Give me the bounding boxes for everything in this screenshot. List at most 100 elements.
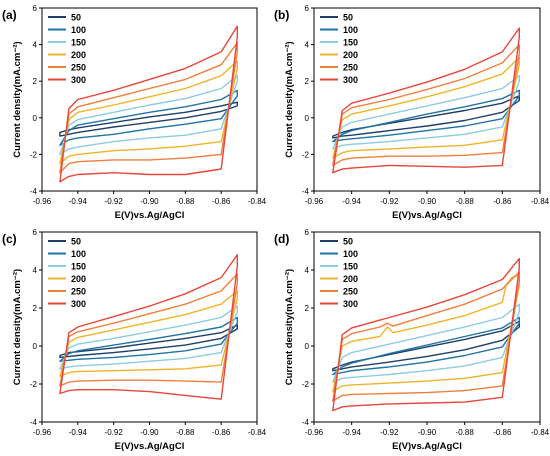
legend-label: 100 [343, 249, 358, 259]
y-tick-label: -4 [302, 418, 310, 427]
cv-curve-200 [59, 290, 238, 378]
legend-label: 200 [343, 274, 358, 284]
y-tick-label: -2 [302, 380, 310, 389]
cv-curve-100 [332, 89, 520, 143]
y-tick-label: 0 [305, 114, 310, 123]
x-tick-label: -0.90 [140, 197, 159, 206]
x-tick-label: -0.84 [531, 428, 550, 437]
cv-curve-50 [332, 95, 520, 139]
y-tick-label: 4 [305, 266, 310, 275]
cv-panel-3: -0.96 -0.94 -0.92 -0.90 -0.88 -0.86 -0.84 -4 -2 0… [274, 228, 550, 452]
x-axis-label: E(V)vs.Ag/AgCl [392, 210, 462, 221]
x-tick-label: -0.86 [212, 428, 231, 437]
cv-curve-300 [59, 254, 238, 400]
x-tick-label: -0.94 [69, 428, 88, 437]
legend: 50 100 150 200 250 300 [320, 13, 358, 85]
y-tick-label: 2 [33, 304, 38, 313]
cv-panel-1: -0.96 -0.94 -0.92 -0.90 -0.88 -0.86 -0.84 -4 -2 0… [274, 4, 550, 221]
x-tick-label: -0.92 [105, 428, 124, 437]
y-tick-label: 4 [33, 41, 38, 50]
x-tick-label: -0.96 [305, 428, 324, 437]
y-tick-label: 0 [305, 342, 310, 351]
plot-frame [41, 7, 258, 192]
x-tick-label: -0.88 [456, 197, 475, 206]
x-tick-label: -0.84 [531, 197, 550, 206]
y-tick-label: 0 [33, 342, 38, 351]
y-axis-label: Current density(mA.cm⁻²) [284, 269, 295, 385]
legend-label: 150 [71, 262, 86, 272]
y-tick-label: 6 [33, 4, 38, 13]
cv-curve-150 [332, 75, 520, 150]
y-tick-label: 2 [305, 77, 310, 86]
x-axis-label: E(V)vs.Ag/AgCl [115, 441, 185, 452]
x-tick-label: -0.84 [248, 197, 267, 206]
x-tick-label: -0.92 [380, 197, 399, 206]
plot-frame [313, 7, 541, 192]
x-tick-label: -0.94 [69, 197, 88, 206]
y-tick-label: 0 [33, 114, 38, 123]
cv-curve-250 [59, 42, 238, 174]
legend-label: 250 [343, 63, 358, 73]
cv-curve-250 [332, 271, 520, 402]
x-tick-label: -0.92 [105, 197, 124, 206]
cv-curves [59, 254, 238, 400]
cv-panel-0: -0.96 -0.94 -0.92 -0.90 -0.88 -0.86 -0.84 -4 -2 0… [2, 4, 267, 221]
y-tick-label: 6 [305, 4, 310, 13]
legend-label: 100 [343, 25, 358, 35]
x-axis-label: E(V)vs.Ag/AgCl [115, 210, 185, 221]
cv-curve-250 [332, 43, 520, 167]
x-tick-label: -0.96 [33, 428, 52, 437]
legend: 50 100 150 200 250 300 [48, 237, 86, 309]
y-tick-label: -2 [302, 150, 310, 159]
legend-label: 150 [343, 262, 358, 272]
y-tick-label: 6 [305, 228, 310, 237]
y-axis-label: Current density(mA.cm⁻²) [284, 41, 295, 157]
y-tick-label: -4 [30, 187, 38, 196]
cv-curve-100 [332, 316, 520, 376]
x-tick-label: -0.94 [343, 197, 362, 206]
legend-label: 50 [71, 237, 81, 247]
legend-label: 250 [71, 287, 86, 297]
cv-curve-100 [59, 89, 238, 146]
y-axis-label: Current density(mA.cm⁻²) [12, 269, 23, 385]
legend-label: 100 [71, 25, 86, 35]
cv-curve-300 [59, 25, 238, 183]
x-tick-label: -0.96 [305, 197, 324, 206]
cv-curve-50 [59, 101, 238, 137]
legend-label: 200 [71, 274, 86, 284]
panel-label: (b) [274, 8, 289, 22]
x-tick-label: -0.92 [380, 428, 399, 437]
x-axis-label: E(V)vs.Ag/AgCl [392, 441, 462, 452]
legend-label: 50 [343, 237, 353, 247]
legend-label: 150 [71, 38, 86, 48]
cv-panel-2: -0.96 -0.94 -0.92 -0.90 -0.88 -0.86 -0.84 -4 -2 0… [2, 228, 267, 452]
cv-curves [332, 257, 520, 412]
legend-label: 250 [71, 63, 86, 73]
cv-curve-100 [59, 316, 238, 362]
x-tick-label: -0.86 [493, 197, 512, 206]
legend-label: 250 [343, 287, 358, 297]
x-tick-label: -0.88 [456, 428, 475, 437]
x-tick-label: -0.86 [212, 197, 231, 206]
legend-label: 50 [71, 13, 81, 23]
x-tick-label: -0.84 [248, 428, 267, 437]
y-tick-label: -2 [30, 150, 38, 159]
x-tick-label: -0.96 [33, 197, 52, 206]
y-tick-label: -4 [30, 418, 38, 427]
y-axis-label: Current density(mA.cm⁻²) [12, 41, 23, 157]
x-tick-label: -0.86 [493, 428, 512, 437]
cv-curves [59, 25, 238, 183]
x-tick-label: -0.94 [343, 428, 362, 437]
legend-label: 300 [71, 75, 86, 85]
x-tick-label: -0.90 [418, 428, 437, 437]
plot-frame [313, 231, 541, 423]
cv-curve-200 [59, 60, 238, 165]
panel-label: (a) [2, 8, 17, 22]
x-tick-label: -0.88 [176, 197, 195, 206]
y-tick-label: 4 [305, 41, 310, 50]
legend-label: 300 [71, 299, 86, 309]
panel-label: (d) [274, 232, 289, 246]
y-tick-label: 4 [33, 266, 38, 275]
y-tick-label: 2 [305, 304, 310, 313]
x-tick-label: -0.88 [176, 428, 195, 437]
